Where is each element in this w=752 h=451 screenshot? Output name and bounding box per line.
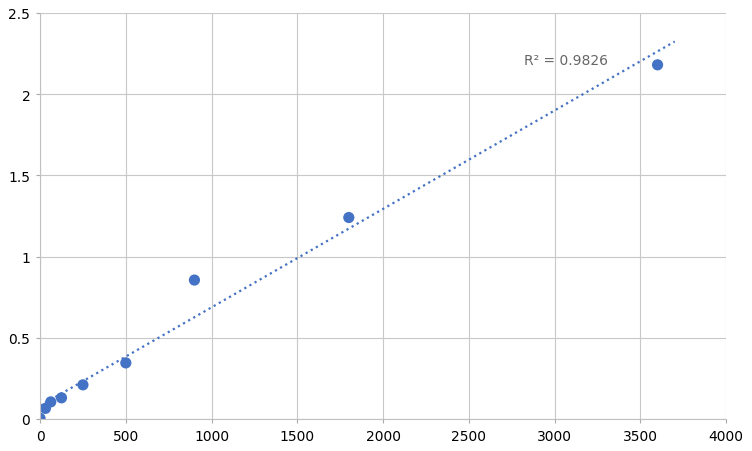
Point — [120, 359, 132, 367]
Point — [34, 415, 46, 422]
Point — [343, 214, 355, 221]
Point — [189, 277, 201, 284]
Point — [56, 394, 68, 401]
Point — [39, 405, 51, 412]
Point — [45, 398, 57, 405]
Point — [651, 62, 663, 69]
Point — [77, 382, 89, 389]
Text: R² = 0.9826: R² = 0.9826 — [523, 54, 608, 68]
